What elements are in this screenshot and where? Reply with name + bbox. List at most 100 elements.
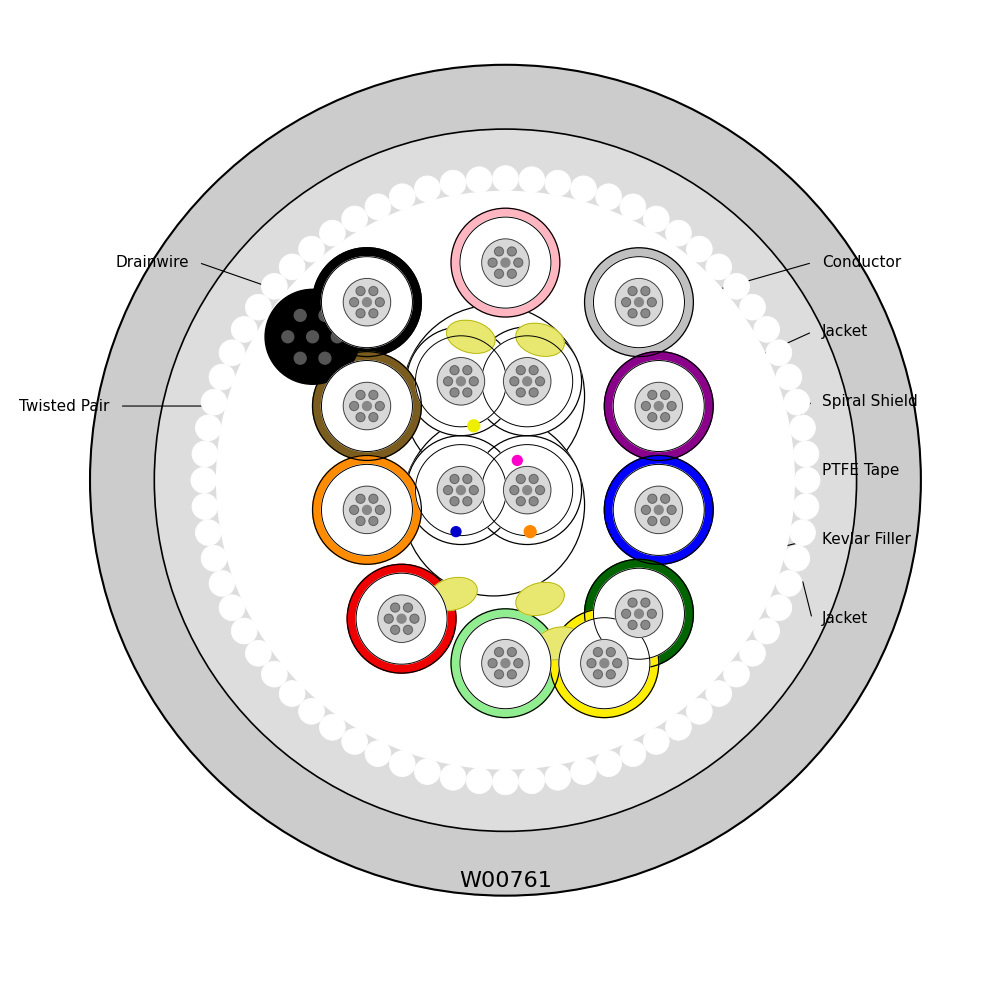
Circle shape bbox=[613, 659, 622, 668]
Circle shape bbox=[622, 609, 631, 618]
Circle shape bbox=[686, 236, 712, 262]
Circle shape bbox=[648, 494, 657, 503]
Circle shape bbox=[545, 170, 571, 196]
Circle shape bbox=[628, 287, 637, 295]
Circle shape bbox=[294, 309, 306, 321]
Circle shape bbox=[776, 571, 802, 596]
Circle shape bbox=[217, 191, 794, 769]
Circle shape bbox=[460, 217, 551, 308]
Circle shape bbox=[440, 170, 466, 196]
Circle shape bbox=[209, 364, 235, 390]
Circle shape bbox=[516, 366, 525, 375]
Circle shape bbox=[331, 331, 343, 343]
Circle shape bbox=[581, 639, 628, 687]
Circle shape bbox=[666, 714, 691, 740]
Circle shape bbox=[661, 390, 670, 399]
Circle shape bbox=[514, 659, 523, 668]
Text: Kevlar Filler: Kevlar Filler bbox=[822, 532, 911, 547]
Text: Drainwire: Drainwire bbox=[115, 255, 189, 270]
Circle shape bbox=[363, 505, 371, 514]
Circle shape bbox=[414, 759, 440, 784]
Circle shape bbox=[606, 670, 615, 679]
Circle shape bbox=[754, 618, 780, 644]
Circle shape bbox=[450, 497, 459, 506]
Text: PTFE Tape: PTFE Tape bbox=[822, 463, 899, 478]
Circle shape bbox=[154, 129, 857, 831]
Circle shape bbox=[482, 639, 529, 687]
Circle shape bbox=[450, 475, 459, 483]
Circle shape bbox=[585, 559, 693, 668]
Circle shape bbox=[451, 208, 560, 317]
Text: Spiral Shield: Spiral Shield bbox=[822, 394, 918, 409]
Circle shape bbox=[654, 402, 663, 410]
Circle shape bbox=[593, 568, 684, 659]
Circle shape bbox=[622, 298, 631, 307]
Circle shape bbox=[414, 176, 440, 202]
Ellipse shape bbox=[534, 627, 582, 660]
Circle shape bbox=[516, 388, 525, 397]
Circle shape bbox=[343, 486, 391, 534]
Circle shape bbox=[641, 598, 650, 607]
Circle shape bbox=[279, 681, 305, 706]
Circle shape bbox=[790, 415, 815, 441]
Circle shape bbox=[469, 486, 478, 495]
Circle shape bbox=[369, 390, 378, 399]
Circle shape bbox=[667, 505, 676, 514]
Circle shape bbox=[369, 287, 378, 295]
Circle shape bbox=[740, 294, 765, 320]
Circle shape bbox=[407, 436, 515, 545]
Circle shape bbox=[647, 609, 656, 618]
Circle shape bbox=[265, 289, 360, 384]
Text: Jacket: Jacket bbox=[822, 611, 868, 626]
Circle shape bbox=[192, 441, 218, 467]
Circle shape bbox=[201, 389, 227, 415]
Circle shape bbox=[195, 415, 221, 441]
Circle shape bbox=[794, 467, 820, 493]
Circle shape bbox=[321, 257, 412, 348]
Circle shape bbox=[536, 377, 545, 386]
Circle shape bbox=[482, 445, 573, 536]
Circle shape bbox=[415, 445, 506, 536]
Circle shape bbox=[313, 248, 421, 357]
Circle shape bbox=[403, 414, 585, 596]
Circle shape bbox=[643, 206, 669, 232]
Circle shape bbox=[451, 527, 461, 537]
Circle shape bbox=[90, 65, 921, 896]
Circle shape bbox=[529, 497, 538, 506]
Circle shape bbox=[776, 364, 802, 390]
Circle shape bbox=[667, 402, 676, 410]
Text: W00761: W00761 bbox=[459, 871, 552, 891]
Circle shape bbox=[343, 278, 391, 326]
Circle shape bbox=[350, 505, 359, 514]
Circle shape bbox=[456, 486, 465, 495]
Circle shape bbox=[507, 269, 516, 278]
Circle shape bbox=[463, 497, 472, 506]
Circle shape bbox=[596, 751, 621, 777]
Circle shape bbox=[363, 298, 371, 307]
Circle shape bbox=[635, 382, 682, 430]
Circle shape bbox=[641, 309, 650, 318]
Circle shape bbox=[343, 382, 391, 430]
Circle shape bbox=[620, 741, 646, 766]
Circle shape bbox=[647, 298, 656, 307]
Circle shape bbox=[463, 388, 472, 397]
Circle shape bbox=[469, 377, 478, 386]
Circle shape bbox=[529, 475, 538, 483]
Circle shape bbox=[604, 455, 713, 564]
Ellipse shape bbox=[429, 577, 477, 611]
Circle shape bbox=[356, 413, 365, 422]
Circle shape bbox=[503, 466, 551, 514]
Circle shape bbox=[192, 494, 218, 519]
Circle shape bbox=[261, 273, 287, 299]
Circle shape bbox=[403, 305, 585, 487]
Circle shape bbox=[384, 614, 393, 623]
Circle shape bbox=[600, 659, 609, 668]
Circle shape bbox=[643, 729, 669, 754]
Circle shape bbox=[450, 366, 459, 375]
Circle shape bbox=[661, 494, 670, 503]
Circle shape bbox=[363, 402, 371, 410]
Circle shape bbox=[493, 769, 518, 795]
Circle shape bbox=[641, 287, 650, 295]
Circle shape bbox=[482, 239, 529, 286]
Circle shape bbox=[641, 620, 650, 629]
